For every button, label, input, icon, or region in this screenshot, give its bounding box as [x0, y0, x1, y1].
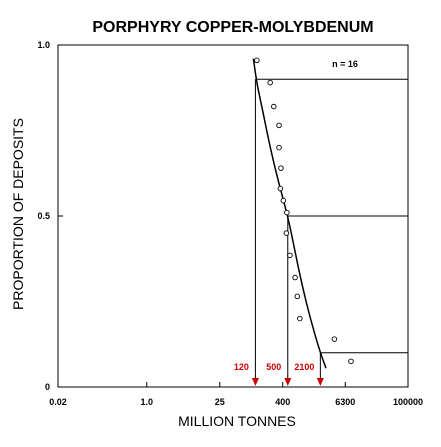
data-point — [348, 358, 354, 365]
data-point — [254, 57, 260, 64]
percentile-label: 2100 — [294, 362, 314, 372]
data-point — [297, 315, 303, 322]
percentile-lines — [251, 78, 408, 386]
x-tick-label: 0.02 — [49, 397, 67, 407]
percentile-labels: 120 500 2100 — [234, 362, 314, 372]
x-axis-label: MILLION TONNES — [178, 413, 296, 429]
x-tick-label: 1.0 — [141, 397, 154, 407]
y-axis-label: PROPORTION OF DEPOSITS — [10, 118, 26, 310]
data-point — [280, 197, 287, 204]
x-tick-label: 100000 — [393, 397, 423, 407]
percentile-arrow — [316, 378, 324, 386]
y-tick-label: 0.5 — [37, 211, 50, 221]
data-point — [267, 79, 273, 86]
percentile-arrow — [284, 378, 292, 386]
x-axis-ticks: 0.02 1.0 25 400 6300 100000 — [49, 382, 423, 407]
x-tick-label: 400 — [275, 397, 290, 407]
percentile-label: 120 — [234, 362, 249, 372]
data-point — [277, 185, 284, 192]
fitted-curve — [252, 58, 327, 369]
data-point — [287, 252, 293, 259]
x-tick-label: 25 — [215, 397, 225, 407]
data-points — [254, 57, 354, 365]
percentile-label: 500 — [266, 362, 281, 372]
data-point — [278, 165, 284, 171]
data-point — [283, 230, 290, 236]
x-tick-label: 6300 — [335, 397, 355, 407]
data-point — [276, 144, 282, 151]
chart-title: PORPHYRY COPPER-MOLYBDENUM — [92, 19, 373, 36]
sample-size-annotation: n = 16 — [332, 59, 358, 69]
data-point — [294, 293, 301, 300]
data-point — [292, 274, 298, 281]
data-point — [271, 103, 277, 110]
percentile-arrow — [251, 378, 259, 386]
data-point — [284, 209, 290, 216]
y-axis-ticks: 0 0.5 1.0 — [37, 40, 63, 392]
y-tick-label: 0 — [45, 382, 50, 392]
data-point — [331, 336, 338, 342]
data-point — [276, 122, 282, 129]
y-tick-label: 1.0 — [37, 40, 50, 50]
